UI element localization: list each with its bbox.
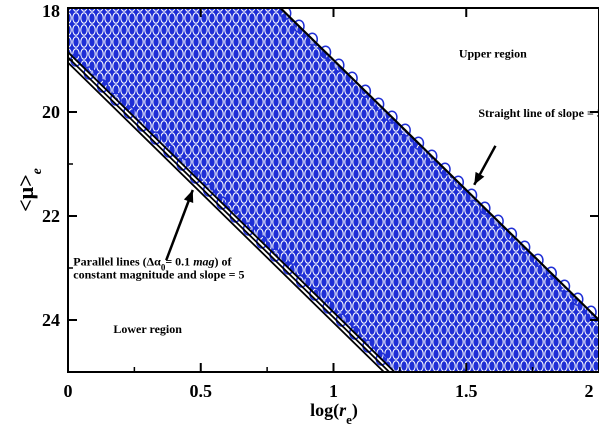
x-tick-label-2: 1 (329, 381, 338, 401)
upper-edge-marker-22 (572, 292, 584, 306)
upper-edge-marker-7 (372, 97, 385, 111)
upper-edge-marker-0 (279, 8, 292, 20)
band-fill (68, 8, 599, 372)
y-tick-label-1: 20 (42, 102, 60, 122)
upper-edge-marker-6 (359, 84, 372, 98)
lower-region-label: Lower region (113, 322, 182, 336)
line-lower-parallel-3 (68, 61, 386, 372)
upper-edge-marker-12 (439, 162, 451, 176)
upper-edge-marker-10 (412, 136, 425, 150)
parallel-lines-label-1-ital: mag (193, 254, 214, 268)
upper-edge-marker-20 (545, 266, 557, 280)
arrow-to-parallel-lines-head (183, 190, 194, 203)
parallel-lines-label-1: Parallel lines (Δα0= 0.1 mag) of (73, 254, 232, 272)
parallel-lines-label-2: constant magnitude and slope = 5 (73, 267, 244, 281)
x-axis-title-main: log( (310, 400, 339, 421)
tick-layer: 0 0.5 1 1.5 2 18 20 22 24 (42, 1, 599, 401)
upper-edge-marker-19 (532, 253, 544, 267)
line-lower-parallel-2 (68, 56, 391, 372)
x-tick-label-3: 1.5 (455, 381, 478, 401)
arrow-to-parallel-lines-shaft (165, 189, 194, 261)
y-tick-label-3: 24 (42, 310, 60, 330)
upper-edge-marker-17 (505, 227, 518, 241)
y-axis-title: <μ>e (13, 168, 45, 212)
plot-area (68, 8, 599, 372)
x-axis-title-close: ) (352, 400, 358, 421)
annotation-layer: Upper region Straight line of slope = 5 Lo… (73, 46, 599, 336)
x-axis-title: log(re) (310, 400, 358, 427)
x-tick-label-0: 0 (64, 381, 73, 401)
straight-line-label: Straight line of slope = 5 (478, 106, 599, 120)
upper-region-label-text: Upper region (459, 46, 527, 60)
parallel-lines-label-1-sub: 0 (161, 262, 166, 272)
line-lower-parallel-1 (68, 51, 396, 372)
upper-edge-marker-15 (479, 201, 491, 215)
upper-edge-marker-2 (306, 32, 319, 46)
y-axis-title-sub: e (30, 168, 45, 174)
line-layer (68, 8, 599, 372)
x-axis-title-var: r (339, 400, 347, 420)
parallel-lines-label-1-text: Parallel lines (Δα (73, 254, 161, 268)
y-axis-title-main: <μ> (13, 174, 38, 212)
upper-edge-marker-1 (293, 19, 305, 33)
parallel-lines-label-1-rest: = 0.1 (165, 254, 193, 268)
upper-edge-marker-13 (452, 175, 465, 189)
upper-edge-marker-3 (319, 45, 332, 59)
line-upper (279, 8, 599, 321)
upper-edge-marker-16 (492, 214, 504, 228)
x-tick-label-4: 2 (585, 381, 594, 401)
straight-line-label-text: Straight line of slope = 5 (478, 106, 599, 120)
upper-edge-marker-9 (399, 123, 411, 137)
x-axis-title-sub: e (346, 412, 352, 427)
arrow-to-upper-line-head (474, 171, 485, 185)
upper-edge-marker-21 (558, 279, 571, 293)
upper-edge-marker-4 (333, 58, 345, 72)
y-tick-label-0: 18 (42, 1, 60, 21)
upper-edge-marker-8 (386, 110, 398, 124)
upper-edge-marker-23 (585, 305, 597, 319)
x-tick-label-1: 0.5 (190, 381, 213, 401)
upper-edge-marker-18 (518, 240, 531, 254)
lower-region-label-text: Lower region (113, 322, 182, 336)
parallel-lines-label-2-text: constant magnitude and slope = 5 (73, 267, 244, 281)
y-tick-label-2: 22 (42, 206, 60, 226)
upper-edge-marker-14 (465, 188, 478, 202)
upper-edge-marker-11 (425, 149, 438, 163)
parallel-lines-label-1-end: ) of (215, 254, 233, 268)
upper-edge-marker-5 (346, 71, 358, 85)
upper-region-label: Upper region (459, 46, 527, 60)
